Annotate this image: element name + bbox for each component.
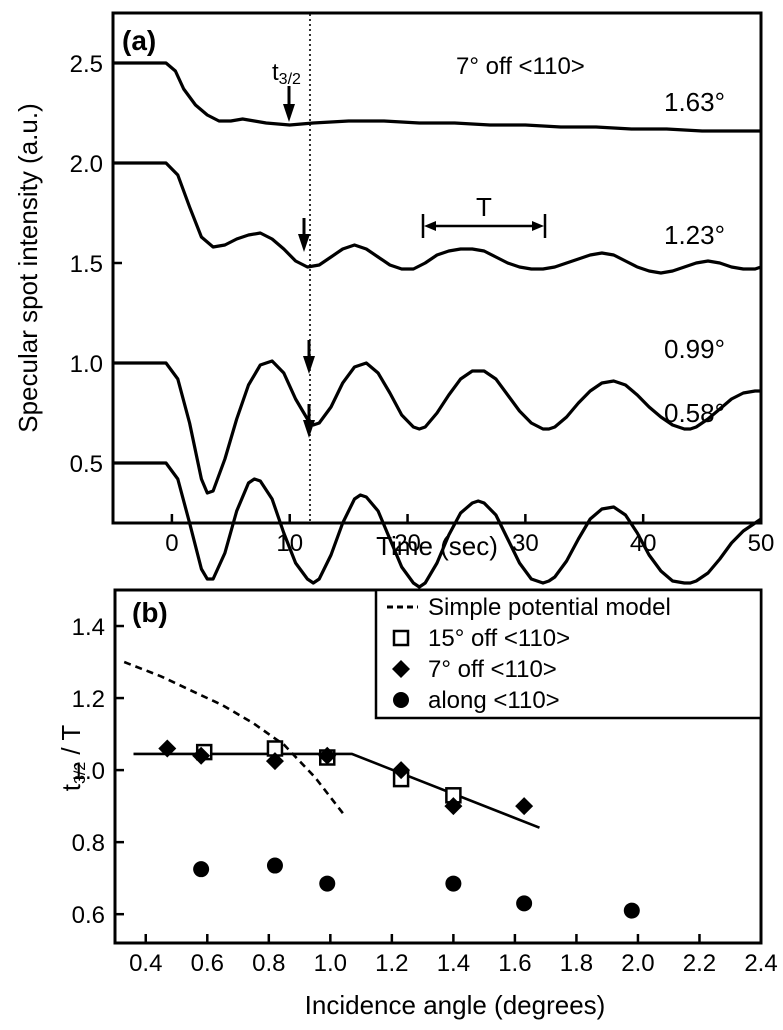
panel-a: 0 10 20 30 40 50 0.51.01.52.02.5 (a) 7° off <… xyxy=(13,11,774,589)
panel-b-y-axis: 0.6 0.8 1.0 1.2 1.4 xyxy=(72,614,124,929)
t-half-label: t3/2 xyxy=(272,59,301,88)
y-label-sub: 3/2 xyxy=(72,762,89,784)
t-half-arrows xyxy=(283,86,315,438)
legend-label-along: along <110> xyxy=(428,687,560,714)
panel-b-y-label: t3/2 / T xyxy=(56,725,89,792)
point-7deg-0 xyxy=(158,739,177,758)
t-half-label-sub: 3/2 xyxy=(279,71,301,88)
point-along-3 xyxy=(445,875,462,892)
period-marker xyxy=(421,214,547,238)
point-along-1 xyxy=(266,857,283,874)
legend-label-model: Simple potential model xyxy=(428,594,671,621)
b-xtick-label-9: 2.2 xyxy=(683,950,716,977)
b-xtick-label-4: 1.2 xyxy=(375,950,408,977)
point-7deg-3 xyxy=(318,746,337,765)
a-ytick-label-1: 1.0 xyxy=(70,351,103,378)
a-ytick-label-2: 1.5 xyxy=(70,251,103,278)
b-xtick-label-1: 0.6 xyxy=(191,950,224,977)
b-ytick-label-1: 0.8 xyxy=(72,830,105,857)
panel-a-y-label: Specular spot intensity (a.u.) xyxy=(13,103,43,433)
y-label-t: t xyxy=(56,783,86,791)
point-7deg-4 xyxy=(392,761,411,780)
panel-a-curves xyxy=(113,61,762,589)
curve-1.23° xyxy=(113,161,762,275)
b-ytick-label-4: 1.4 xyxy=(72,614,105,641)
panel-b-label: (b) xyxy=(132,597,168,628)
b-xtick-label-8: 2.0 xyxy=(621,950,654,977)
panel-b: 0.4 0.6 0.8 1.0 1.2 1.4 1.6 1.8 2.0 2.2 2.4 0.6 0.8… xyxy=(56,588,778,1020)
curve-1.63° xyxy=(113,61,761,133)
curve-label-1-63: 1.63° xyxy=(664,87,725,117)
point-along-0 xyxy=(193,861,210,878)
curve-0.58° xyxy=(113,461,762,589)
point-along-4 xyxy=(516,895,533,912)
legend-label-15deg: 15° off <110> xyxy=(428,625,570,652)
a-ytick-label-4: 2.5 xyxy=(70,51,103,78)
a-xtick-label-3: 30 xyxy=(512,530,539,557)
point-7deg-2 xyxy=(265,752,284,771)
panel-a-x-label: Time (sec) xyxy=(376,531,498,561)
model-curve xyxy=(123,660,347,818)
point-along-5 xyxy=(623,902,640,919)
legend-diamond-swatch xyxy=(392,660,410,678)
b-xtick-label-0: 0.4 xyxy=(129,950,162,977)
guide-line xyxy=(133,752,540,829)
legend-square-swatch xyxy=(392,629,410,647)
a-ytick-label-3: 2.0 xyxy=(70,151,103,178)
period-marker-right-head xyxy=(532,221,544,231)
panel-a-label: (a) xyxy=(122,25,156,56)
panel-a-y-axis: 0.5 1.0 1.5 2.0 2.5 xyxy=(70,51,122,478)
legend-box xyxy=(374,588,763,720)
t-half-label-t: t xyxy=(272,59,279,86)
panel-b-plot xyxy=(123,660,640,919)
b-xtick-label-2: 0.8 xyxy=(252,950,285,977)
arrow-1-63-head xyxy=(283,104,295,122)
panel-a-x-axis: 0 10 20 30 40 50 xyxy=(165,514,774,557)
arrow-0-99-head xyxy=(303,356,315,374)
condition-label: 7° off <110> xyxy=(456,53,585,80)
a-xtick-label-5: 50 xyxy=(748,530,775,557)
arrow-1-23-head xyxy=(298,234,310,252)
legend: Simple potential model 15° off <110> 7° … xyxy=(374,588,763,720)
legend-circle-swatch xyxy=(393,692,409,708)
a-xtick-label-0: 0 xyxy=(165,530,178,557)
point-7deg-5 xyxy=(444,797,463,816)
period-label: T xyxy=(476,192,492,222)
b-xtick-label-3: 1.0 xyxy=(314,950,347,977)
period-marker-left-head xyxy=(424,221,436,231)
point-7deg-1 xyxy=(192,746,211,765)
b-ytick-label-2: 1.0 xyxy=(72,758,105,785)
b-ytick-label-3: 1.2 xyxy=(72,686,105,713)
b-xtick-label-10: 2.4 xyxy=(744,950,777,977)
arrow-0-58-head xyxy=(303,420,315,438)
b-xtick-label-6: 1.6 xyxy=(498,950,531,977)
curve-label-0-58: 0.58° xyxy=(664,398,725,428)
point-7deg-6 xyxy=(515,797,534,816)
b-xtick-label-7: 1.8 xyxy=(560,950,593,977)
legend-label-7deg: 7° off <110> xyxy=(428,656,557,683)
b-ytick-label-0: 0.6 xyxy=(72,902,105,929)
curve-label-0-99: 0.99° xyxy=(664,334,725,364)
a-xtick-label-1: 10 xyxy=(276,530,303,557)
b-xtick-label-5: 1.4 xyxy=(437,950,470,977)
a-xtick-label-2: 20 xyxy=(394,530,421,557)
y-label-tail: / T xyxy=(56,725,86,762)
curve-label-1-23: 1.23° xyxy=(664,220,725,250)
point-along-2 xyxy=(319,875,336,892)
panel-b-x-axis: 0.4 0.6 0.8 1.0 1.2 1.4 1.6 1.8 2.0 2.2 2.4 xyxy=(129,934,778,977)
a-ytick-label-0: 0.5 xyxy=(70,451,103,478)
panel-b-x-label: Incidence angle (degrees) xyxy=(305,990,606,1020)
curve-0.99° xyxy=(113,359,761,495)
